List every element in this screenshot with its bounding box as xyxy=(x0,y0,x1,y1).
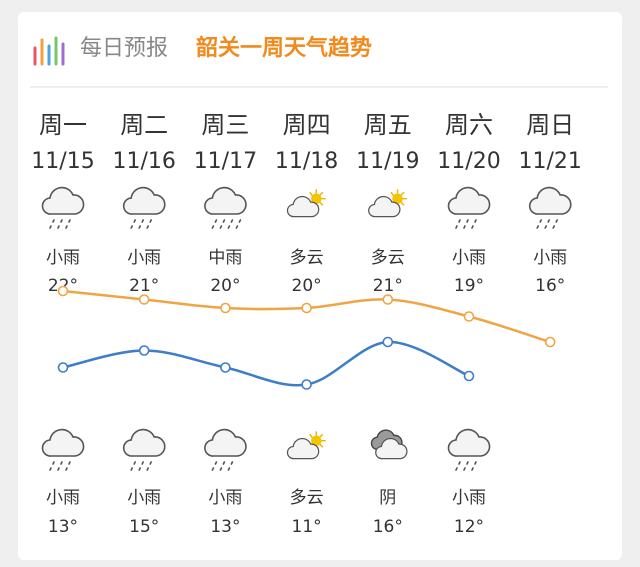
night-weather: 小雨 xyxy=(208,488,242,508)
weekday: 周六 xyxy=(445,111,493,139)
low-label: 15° xyxy=(129,517,159,537)
high-line-point xyxy=(57,285,69,297)
night-weather: 小雨 xyxy=(452,488,486,508)
low-label: 12° xyxy=(454,517,484,537)
weekday: 周二 xyxy=(120,111,168,139)
high-line-point xyxy=(220,302,231,314)
high-line-point xyxy=(301,302,312,314)
high-label: 16° xyxy=(535,276,565,296)
date: 11/17 xyxy=(194,149,257,174)
day-weather: 小雨 xyxy=(127,248,161,268)
header-label: 每日预报 xyxy=(80,36,168,61)
high-label: 21° xyxy=(373,276,403,296)
high-label: 20° xyxy=(292,276,322,296)
low-line-point xyxy=(220,362,231,373)
high-label: 20° xyxy=(210,276,240,296)
day-weather: 中雨 xyxy=(208,248,242,268)
day-weather: 多云 xyxy=(290,248,324,268)
low-line-point xyxy=(382,336,394,348)
weekday: 周日 xyxy=(526,111,574,139)
night-weather: 小雨 xyxy=(127,488,161,508)
weekday: 周四 xyxy=(283,111,331,139)
date: 11/19 xyxy=(356,149,419,174)
night-weather: 小雨 xyxy=(46,488,80,508)
weekday: 周五 xyxy=(364,111,412,139)
high-line-point xyxy=(382,294,394,305)
day-weather: 小雨 xyxy=(46,248,80,268)
header-title: 韶关一周天气趋势 xyxy=(196,35,372,61)
header-icon xyxy=(33,36,65,66)
low-line xyxy=(62,340,470,387)
high-line-point xyxy=(463,311,475,322)
night-weather: 阴 xyxy=(379,488,396,508)
day-weather: 小雨 xyxy=(533,248,567,268)
high-line-point xyxy=(544,336,556,348)
day-weather: 多云 xyxy=(371,248,405,268)
low-label: 13° xyxy=(48,517,78,537)
low-label: 16° xyxy=(373,517,403,537)
low-line-point xyxy=(57,362,69,373)
weekday: 周一 xyxy=(39,111,87,139)
card xyxy=(18,12,622,560)
date: 11/16 xyxy=(112,149,175,174)
low-label: 13° xyxy=(210,517,240,537)
date: 11/21 xyxy=(518,149,581,174)
date: 11/15 xyxy=(31,149,94,174)
high-label: 19° xyxy=(454,276,484,296)
high-label: 21° xyxy=(129,276,159,296)
date: 11/18 xyxy=(275,149,338,174)
night-weather: 多云 xyxy=(290,488,324,508)
low-line-point xyxy=(138,345,150,356)
high-line-point xyxy=(138,294,150,305)
date: 11/20 xyxy=(437,149,500,174)
weekday: 周三 xyxy=(201,111,249,139)
low-label: 11° xyxy=(292,517,322,537)
low-line-point xyxy=(301,379,312,390)
low-line-point xyxy=(463,370,475,382)
day-weather: 小雨 xyxy=(452,248,486,268)
